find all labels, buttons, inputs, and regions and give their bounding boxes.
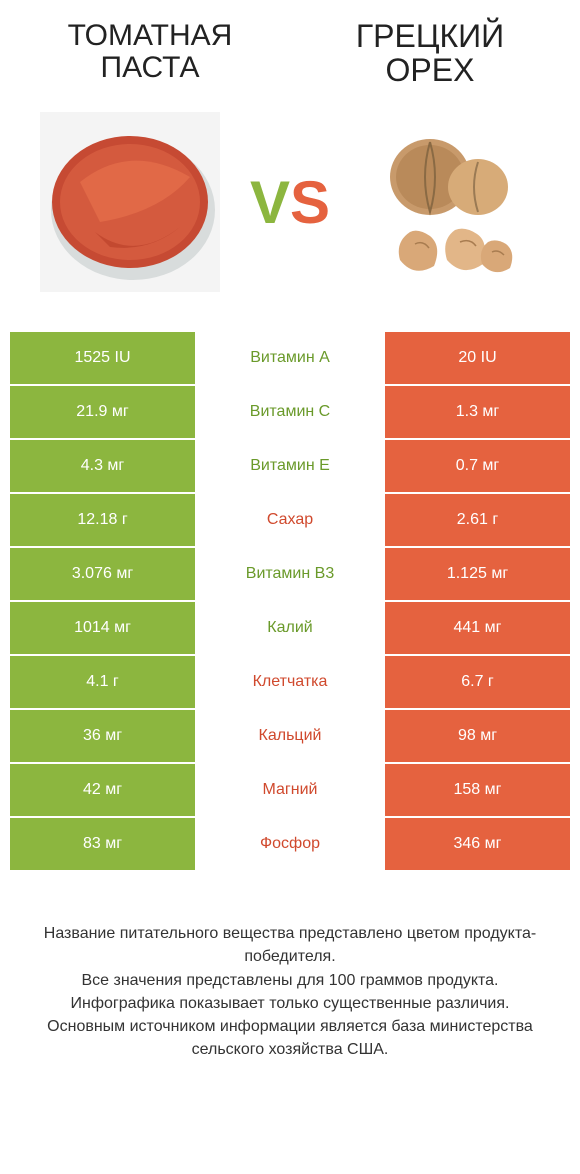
left-value: 36 мг [10,710,195,762]
left-value: 4.1 г [10,656,195,708]
hero-row: VS [10,112,570,332]
table-row: 1014 мгКалий441 мг [10,602,570,656]
nutrient-label: Клетчатка [195,656,385,708]
footer-line-1: Название питательного вещества представл… [28,922,552,968]
right-value: 1.3 мг [385,386,570,438]
table-row: 1525 IUВитамин A20 IU [10,332,570,386]
left-value: 21.9 мг [10,386,195,438]
right-value: 20 IU [385,332,570,384]
table-row: 42 мгМагний158 мг [10,764,570,818]
left-value: 12.18 г [10,494,195,546]
nutrient-label: Калий [195,602,385,654]
footer-line-2: Все значения представлены для 100 граммо… [28,969,552,992]
table-row: 4.3 мгВитамин E0.7 мг [10,440,570,494]
vs-s: S [290,169,330,236]
left-value: 3.076 мг [10,548,195,600]
table-row: 36 мгКальций98 мг [10,710,570,764]
table-row: 21.9 мгВитамин C1.3 мг [10,386,570,440]
nutrient-label: Магний [195,764,385,816]
nutrition-table: 1525 IUВитамин A20 IU21.9 мгВитамин C1.3… [10,332,570,872]
right-value: 1.125 мг [385,548,570,600]
vs-v: V [250,169,290,236]
left-product-image [40,112,220,292]
left-value: 42 мг [10,764,195,816]
right-value: 0.7 мг [385,440,570,492]
table-row: 3.076 мгВитамин B31.125 мг [10,548,570,602]
left-value: 1014 мг [10,602,195,654]
title-row: Томатная паста Грецкий орех [10,20,570,112]
table-row: 4.1 гКлетчатка6.7 г [10,656,570,710]
left-value: 1525 IU [10,332,195,384]
nutrient-label: Кальций [195,710,385,762]
left-value: 83 мг [10,818,195,870]
table-row: 12.18 гСахар2.61 г [10,494,570,548]
footer-notes: Название питательного вещества представл… [10,872,570,1061]
nutrient-label: Сахар [195,494,385,546]
table-row: 83 мгФосфор346 мг [10,818,570,872]
right-value: 6.7 г [385,656,570,708]
right-value: 441 мг [385,602,570,654]
nutrient-label: Фосфор [195,818,385,870]
right-product-image [360,112,540,292]
nutrient-label: Витамин C [195,386,385,438]
right-value: 158 мг [385,764,570,816]
nutrient-label: Витамин B3 [195,548,385,600]
right-value: 2.61 г [385,494,570,546]
right-product-title: Грецкий орех [330,20,530,87]
footer-line-4: Основным источником информации является … [28,1015,552,1061]
left-value: 4.3 мг [10,440,195,492]
footer-line-3: Инфографика показывает только существенн… [28,992,552,1015]
left-product-title: Томатная паста [50,20,250,83]
right-value: 346 мг [385,818,570,870]
right-value: 98 мг [385,710,570,762]
vs-label: VS [250,168,330,237]
nutrient-label: Витамин A [195,332,385,384]
nutrient-label: Витамин E [195,440,385,492]
